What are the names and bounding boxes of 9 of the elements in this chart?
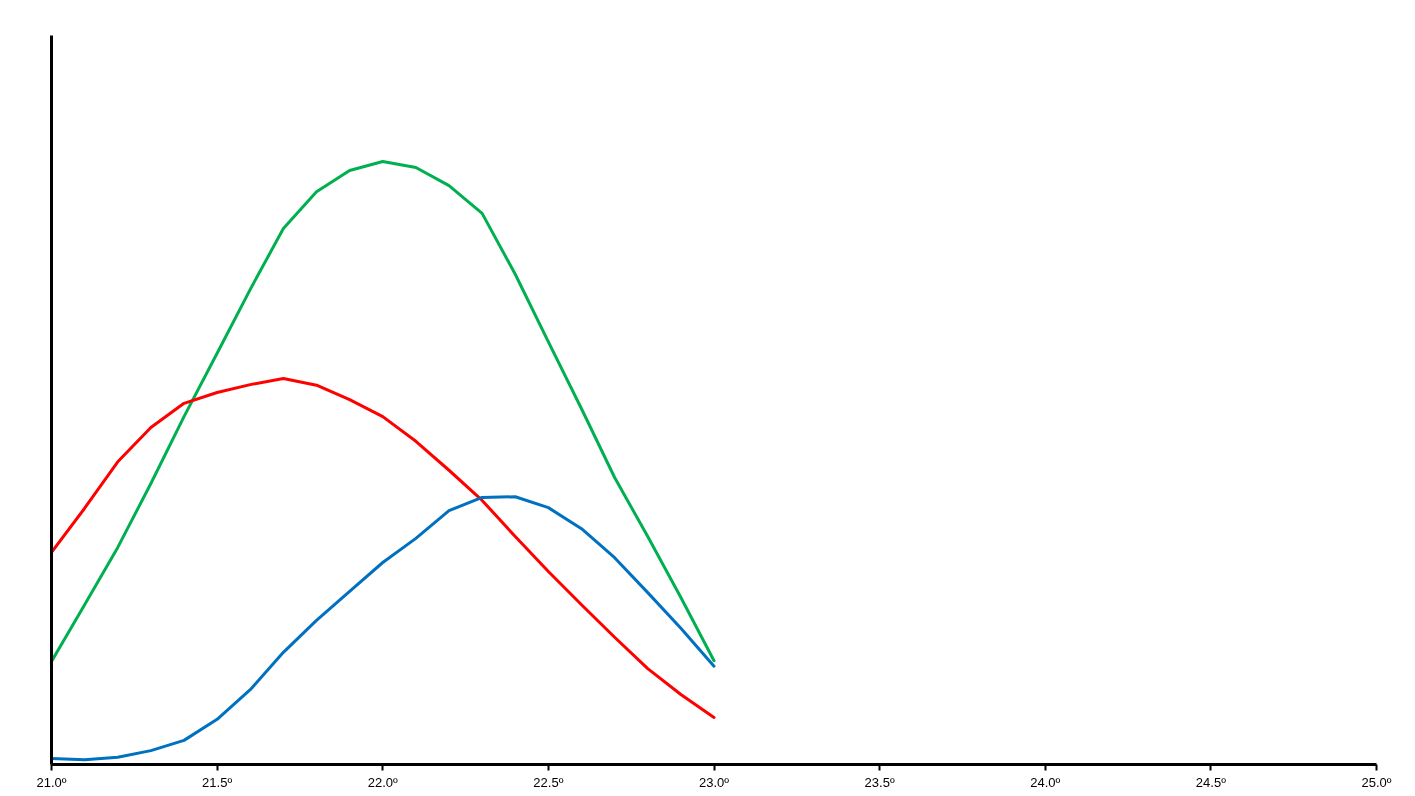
x-tick-label: 21.0º: [36, 774, 67, 790]
x-tick-label: 23.0º: [698, 774, 730, 790]
x-tick-label: 23.5º: [864, 774, 895, 790]
x-tick-label: 24.0º: [1030, 774, 1061, 790]
x-tick-label: 22.0º: [367, 774, 399, 790]
x-tick-label: 25.0º: [1361, 774, 1392, 790]
x-tick-label: 21.5º: [202, 774, 233, 790]
x-tick-label: 22.5º: [533, 774, 564, 790]
x-tick-label: 24.5º: [1195, 774, 1227, 790]
